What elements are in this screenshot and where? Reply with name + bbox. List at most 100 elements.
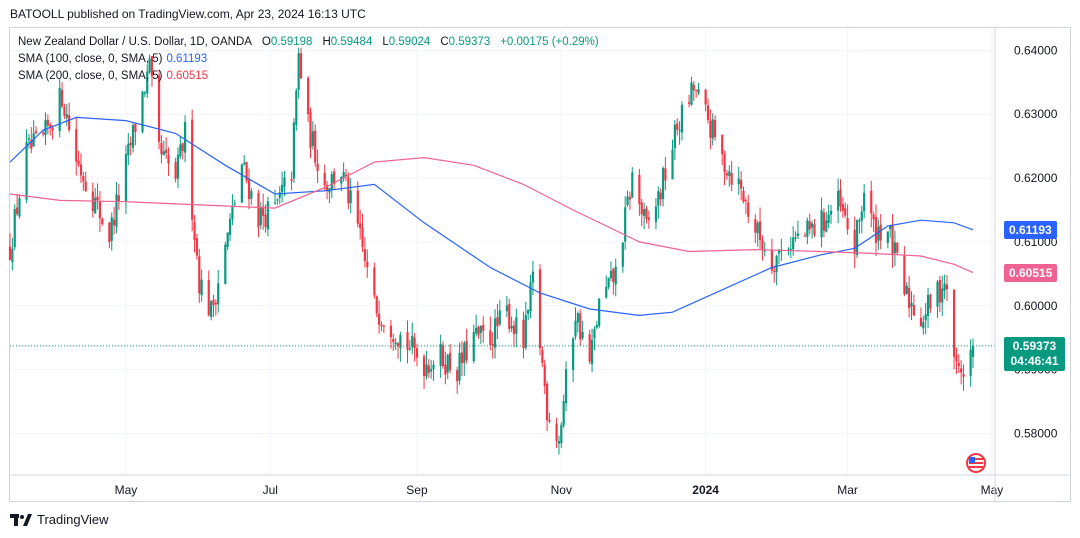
x-tick-label: Jul [263, 483, 278, 497]
candle-body [723, 153, 726, 172]
legend-close-label: C [440, 36, 449, 48]
candle-body [905, 285, 908, 294]
candle-body [922, 322, 925, 329]
candle-body [25, 142, 28, 200]
candle-body [711, 119, 714, 139]
candle-body [489, 330, 492, 346]
candle-body [595, 325, 598, 328]
candle-body [952, 289, 956, 357]
legend-low-value: 0.59024 [388, 36, 431, 48]
candle-body [228, 218, 232, 235]
candle-body [690, 82, 693, 105]
candle-body [512, 325, 516, 334]
candle-body [422, 356, 426, 377]
candle-body [307, 77, 310, 114]
candle-body [439, 343, 442, 367]
us-flag-event-icon[interactable] [961, 452, 991, 474]
candle-body [969, 349, 972, 376]
candle-body [463, 343, 466, 363]
candle-body [678, 130, 681, 132]
candle-body [941, 288, 944, 303]
candle-body [612, 268, 615, 283]
candle-body [162, 151, 165, 156]
candle-body [82, 176, 85, 182]
chart-frame[interactable] [9, 27, 1071, 502]
candle-body [243, 162, 246, 165]
candle-body [11, 248, 14, 263]
candle-body [924, 314, 927, 321]
candle-body [68, 115, 71, 130]
candle-body [458, 352, 461, 381]
candle-body [576, 313, 579, 323]
legend-high-label: H [322, 36, 331, 48]
candle-body [858, 220, 861, 222]
candle-body [590, 339, 594, 365]
sma100-line [9, 116, 974, 317]
candle-body [311, 131, 314, 147]
candle-body [181, 143, 184, 151]
candle-body [195, 238, 199, 256]
y-tick-label: 0.63000 [1014, 107, 1058, 121]
candle-body [325, 185, 329, 192]
legend-sma200-label: SMA (200, close, 0, SMA, 5) [18, 70, 163, 82]
legend-sma100-row[interactable]: SMA (100, close, 0, SMA, 5) 0.61193 [18, 51, 599, 68]
candle-body [392, 339, 395, 342]
candle-body [775, 255, 778, 272]
candle-body [740, 180, 743, 189]
candle-body [460, 352, 464, 364]
candle-body [448, 352, 452, 371]
tradingview-wordmark: TradingView [37, 512, 109, 527]
candle-body [295, 90, 298, 125]
candle-body [441, 344, 445, 366]
candle-body [671, 149, 674, 180]
legend-high-value: 0.59484 [330, 36, 373, 48]
candle-body [115, 194, 118, 227]
candle-body [290, 179, 293, 182]
candle-body [323, 172, 326, 186]
candle-body [193, 222, 196, 240]
candle-body [157, 75, 161, 142]
legend-sma200-row[interactable]: SMA (200, close, 0, SMA, 5) 0.60515 [18, 68, 599, 85]
candle-body [579, 313, 582, 340]
legend-symbol: New Zealand Dollar / U.S. Dollar, 1D, OA… [18, 36, 252, 48]
candle-body [893, 242, 897, 254]
candle-body [773, 270, 776, 272]
candle-body [645, 208, 648, 219]
candle-body [482, 325, 485, 331]
candle-body [903, 254, 906, 295]
candle-body [721, 134, 724, 155]
candle-body [661, 168, 665, 200]
candle-body [113, 219, 116, 226]
candle-body [363, 249, 367, 262]
candle-body [945, 284, 949, 290]
candle-body [811, 223, 814, 228]
legend-ohlc-row: New Zealand Dollar / U.S. Dollar, 1D, OA… [18, 34, 599, 51]
candle-body [8, 246, 12, 260]
candle-body [179, 144, 182, 157]
candle-body [777, 249, 781, 254]
candle-body [34, 131, 38, 134]
candle-body [134, 123, 137, 133]
y-tick-label: 0.62000 [1014, 171, 1058, 185]
candle-body [456, 370, 459, 382]
candle-body [475, 327, 478, 334]
tradingview-branding[interactable]: TradingView [10, 512, 109, 527]
candle-body [737, 178, 740, 185]
candle-body [936, 281, 939, 307]
legend-sma100-label: SMA (100, close, 0, SMA, 5) [18, 53, 163, 65]
candle-body [926, 294, 930, 316]
candle-body [605, 286, 608, 298]
candle-body [829, 210, 833, 215]
candle-body [349, 190, 352, 204]
candle-body [141, 91, 144, 132]
candle-body [432, 364, 435, 369]
candle-body [444, 364, 447, 375]
candle-body [680, 104, 684, 133]
last-price-tag: 0.59373 04:46:41 [1004, 337, 1065, 371]
candle-body [761, 239, 764, 251]
candle-body [498, 310, 501, 325]
sma200-price-tag: 0.60515 [1004, 263, 1058, 282]
candle-body [347, 177, 350, 204]
x-tick-label: Sep [406, 483, 428, 497]
